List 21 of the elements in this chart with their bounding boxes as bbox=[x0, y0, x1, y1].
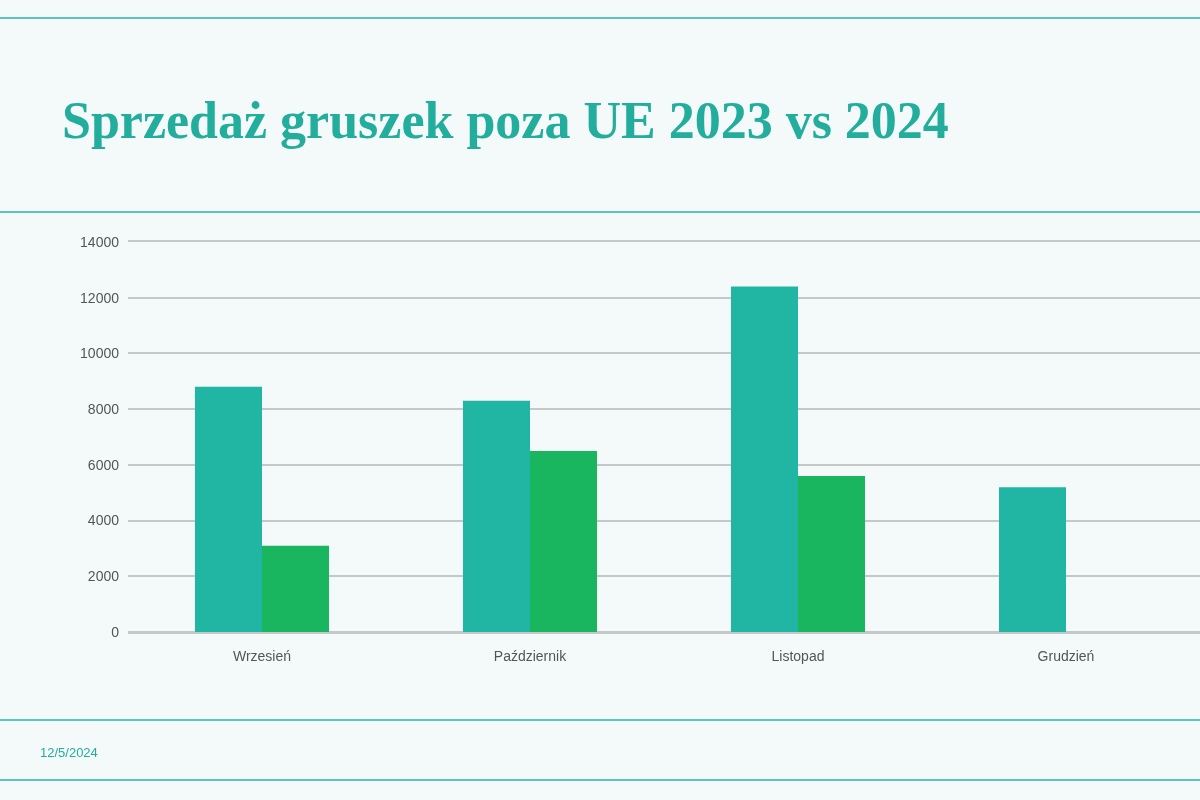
bar bbox=[530, 450, 597, 632]
y-tick-label: 8000 bbox=[87, 401, 120, 418]
x-tick-label: Grudzień bbox=[1037, 647, 1095, 664]
y-tick-label: 2000 bbox=[87, 568, 120, 585]
y-tick-label: 4000 bbox=[87, 512, 120, 529]
bar bbox=[262, 545, 329, 632]
y-tick-label: 0 bbox=[111, 623, 120, 640]
bar bbox=[731, 286, 798, 632]
bar bbox=[798, 476, 865, 632]
y-tick-label: 14000 bbox=[80, 233, 120, 250]
x-tick-label: Październik bbox=[493, 647, 568, 664]
y-tick-label: 12000 bbox=[80, 289, 120, 306]
y-tick-label: 10000 bbox=[80, 345, 120, 362]
text: 12/5/2024 bbox=[40, 745, 98, 760]
y-tick-label: 6000 bbox=[87, 456, 120, 473]
bar bbox=[195, 386, 262, 632]
chart-title: Sprzedaż gruszek poza UE 2023 vs 2024 bbox=[62, 92, 949, 150]
bar bbox=[999, 487, 1066, 632]
x-tick-label: Listopad bbox=[771, 647, 825, 664]
x-tick-label: Wrzesień bbox=[232, 647, 292, 664]
bar bbox=[463, 400, 530, 632]
